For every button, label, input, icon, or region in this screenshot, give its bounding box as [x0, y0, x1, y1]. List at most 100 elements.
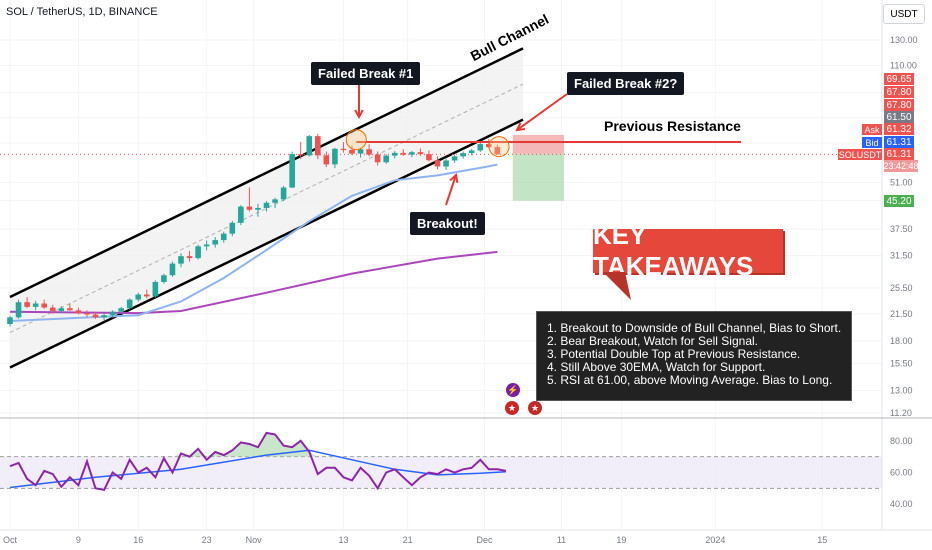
candle-body — [297, 154, 304, 156]
channel-upper-line — [9, 47, 524, 299]
candle-body — [366, 149, 372, 155]
takeaway-item: 3. Potential Double Top at Previous Resi… — [547, 347, 801, 361]
candle-body — [340, 148, 347, 150]
candle-body — [289, 154, 295, 188]
x-tick-label: 13 — [338, 535, 348, 545]
symbol-label: SOLUSDT — [838, 149, 882, 160]
candle-body — [220, 233, 227, 241]
candle-body — [255, 207, 261, 210]
x-tick-label: 16 — [133, 535, 143, 545]
candle-body — [443, 160, 449, 167]
bar-countdown: 23:42:48 — [883, 160, 919, 172]
candle-body — [280, 187, 287, 200]
failed-break-2-label: Failed Break #2? — [567, 72, 685, 95]
y-tick-label: 130.00 — [890, 35, 918, 45]
y-tick-label: 25.50 — [890, 283, 913, 293]
lightning-icon[interactable]: ⚡ — [506, 383, 520, 397]
y-tick-label: 37.50 — [890, 224, 913, 234]
candle-body — [75, 310, 82, 314]
candle-body — [477, 144, 484, 151]
previous-resistance-label: Previous Resistance — [604, 118, 741, 134]
candle-body — [67, 308, 73, 311]
candle-body — [306, 136, 313, 156]
takeaway-item: 4. Still Above 30EMA, Watch for Support. — [547, 360, 766, 374]
failed-break-1-label: Failed Break #1 — [311, 62, 421, 85]
candle-body — [84, 313, 90, 315]
failed-break-2-marker — [488, 136, 510, 158]
candle-body — [152, 281, 159, 297]
x-tick-label: Nov — [246, 535, 263, 545]
candle-body — [272, 199, 278, 203]
price-tag-stop-2: 67.80 — [884, 99, 914, 111]
candle-body — [135, 294, 142, 300]
candle-body — [434, 160, 441, 167]
key-takeaways-banner: KEY TAKEAWAYS — [593, 220, 783, 281]
currency-selector[interactable]: USDT — [883, 4, 925, 24]
rsi-tick-label: 80.00 — [890, 436, 913, 446]
takeaway-item: 1. Breakout to Downside of Bull Channel,… — [547, 321, 842, 335]
price-tag-stop: 67.80 — [884, 86, 914, 98]
rsi-line — [9, 431, 507, 492]
candle-body — [24, 302, 30, 307]
annotation-lines — [345, 84, 741, 206]
x-tick-label: 9 — [76, 535, 81, 545]
candle-body — [169, 263, 176, 276]
candle-body — [400, 152, 407, 155]
candle-body — [178, 256, 184, 264]
candle-body — [41, 303, 47, 308]
chart-title: SOL / TetherUS, 1D, BINANCE — [6, 6, 158, 18]
candle-body — [315, 136, 321, 156]
candle-body — [451, 156, 458, 161]
failed-break-1-arrow-head — [354, 109, 364, 120]
candle-body — [126, 299, 133, 309]
x-tick-label: 15 — [817, 535, 827, 545]
candle-body — [246, 206, 253, 210]
failed-break-2-arrow-head — [515, 122, 526, 132]
us-flag-icon[interactable]: ★ — [505, 401, 519, 415]
candle-body — [238, 206, 244, 223]
candle-body — [468, 150, 475, 154]
bid-label: Bid — [862, 137, 882, 148]
target-zone — [512, 153, 565, 201]
candle-body — [195, 246, 201, 259]
candle-body — [391, 152, 398, 156]
moving-averages — [9, 163, 498, 322]
key-takeaways-box: 1. Breakout to Downside of Bull Channel,… — [536, 311, 852, 401]
x-tick-label: 23 — [202, 535, 212, 545]
x-tick-label: 21 — [403, 535, 413, 545]
y-tick-label: 13.00 — [890, 385, 913, 395]
x-tick-label: 11 — [557, 535, 566, 545]
x-tick-label: 19 — [616, 535, 626, 545]
banner-pointer — [603, 272, 631, 300]
y-tick-label: 18.00 — [890, 336, 913, 346]
long-ma-line — [9, 250, 498, 315]
candle-body — [263, 202, 270, 208]
y-tick-label: 11.20 — [890, 408, 912, 418]
candle-body — [144, 294, 150, 297]
candle-body — [186, 256, 193, 259]
ask-label: Ask — [862, 124, 882, 135]
rsi-overbought-fill — [10, 432, 506, 457]
last-price: 61.31 — [884, 148, 914, 160]
breakout-label: Breakout! — [410, 212, 485, 235]
breakout-arrow-head — [449, 173, 459, 184]
us-flag-icon[interactable]: ★ — [528, 401, 542, 415]
ema30-line — [9, 163, 498, 322]
y-tick-label: 15.50 — [890, 359, 913, 369]
candle-body — [7, 317, 13, 325]
candle-body — [409, 152, 415, 155]
candle-body — [15, 302, 22, 318]
candle-body — [323, 155, 330, 165]
ask-price: 61.32 — [884, 123, 914, 135]
candle-body — [229, 222, 236, 234]
candle-body — [349, 149, 355, 154]
candle-body — [49, 307, 56, 311]
price-tag-high: 69.65 — [884, 73, 914, 85]
trade-box — [0, 134, 882, 201]
candle-body — [426, 154, 432, 161]
candle-body — [212, 240, 218, 245]
x-tick-label: Dec — [477, 535, 494, 545]
rsi-tick-label: 40.00 — [890, 499, 913, 509]
